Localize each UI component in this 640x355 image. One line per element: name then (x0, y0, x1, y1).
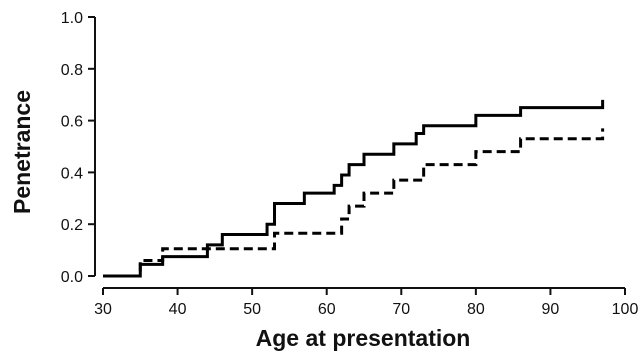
x-tick-label: 70 (392, 301, 410, 318)
x-axis-title: Age at presentation (256, 325, 471, 351)
y-tick-label: 0.4 (61, 165, 83, 182)
y-tick-label: 0.6 (61, 114, 83, 131)
x-tick-label: 90 (542, 301, 560, 318)
y-axis-title: Penetrance (9, 90, 35, 214)
x-tick-label: 30 (94, 301, 112, 318)
x-tick-label: 60 (318, 301, 336, 318)
y-tick-label: 0.8 (61, 62, 83, 79)
y-tick-label: 0.0 (61, 269, 83, 286)
y-tick-label: 0.2 (61, 217, 83, 234)
x-tick-label: 40 (169, 301, 187, 318)
y-tick-label: 1.0 (61, 10, 83, 27)
series-layer (103, 99, 605, 278)
x-tick-label: 80 (467, 301, 485, 318)
axes: 0.0 0.2 0.4 0.6 0.8 1.0 30 40 50 60 70 80 90 100 (61, 10, 639, 318)
x-tick-label: 100 (612, 301, 639, 318)
dashed-series-line (103, 128, 605, 278)
x-tick-label: 50 (243, 301, 261, 318)
